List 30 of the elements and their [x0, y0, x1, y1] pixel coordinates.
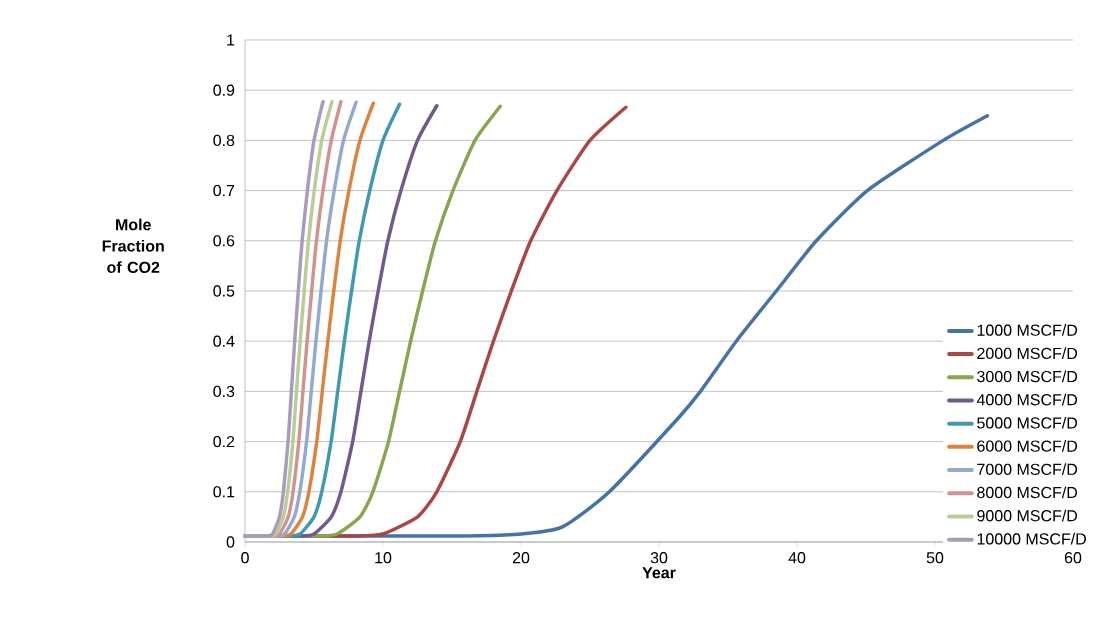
x-tick-label: 40: [788, 552, 806, 564]
x-tick-label: 20: [512, 552, 530, 564]
legend-label: 9000 MSCF/D: [977, 509, 1078, 522]
y-tick-label: 0: [226, 536, 235, 548]
y-tick-label: 0.9: [213, 84, 235, 96]
y-tick-label: 1: [227, 34, 235, 46]
y-tick-label: 0.3: [213, 385, 235, 398]
legend-label: 6000 MSCF/D: [977, 440, 1078, 452]
x-tick-label: 60: [1064, 552, 1082, 564]
y-tick-label: 0.8: [213, 134, 235, 147]
y-tick-label: 0.2: [213, 435, 235, 448]
legend-label: 1000 MSCF/D: [977, 324, 1078, 336]
legend-label: 10000 MSCF/D: [977, 532, 1086, 545]
y-tick-label: 0.6: [213, 235, 235, 247]
y-tick-label: 0.7: [213, 184, 235, 197]
y-axis-title: Mole Fraction of CO2: [102, 218, 164, 274]
legend-label: 5000 MSCF/D: [977, 416, 1078, 429]
x-tick-label: 30: [650, 552, 668, 564]
y-tick-label: 0.1: [213, 486, 235, 498]
legend-label: 8000 MSCF/D: [977, 486, 1078, 499]
y-tick-label: 0.5: [213, 285, 235, 297]
y-tick-label: 0.4: [213, 335, 235, 347]
legend-label: 7000 MSCF/D: [977, 463, 1078, 475]
legend-label: 2000 MSCF/D: [977, 347, 1078, 360]
x-axis-title: Year: [642, 567, 676, 579]
x-tick-label: 50: [926, 552, 944, 564]
x-tick-label: 0: [241, 552, 249, 564]
legend-label: 4000 MSCF/D: [976, 393, 1078, 406]
legend-label: 3000 MSCF/D: [977, 370, 1078, 383]
x-tick-label: 10: [375, 552, 392, 564]
